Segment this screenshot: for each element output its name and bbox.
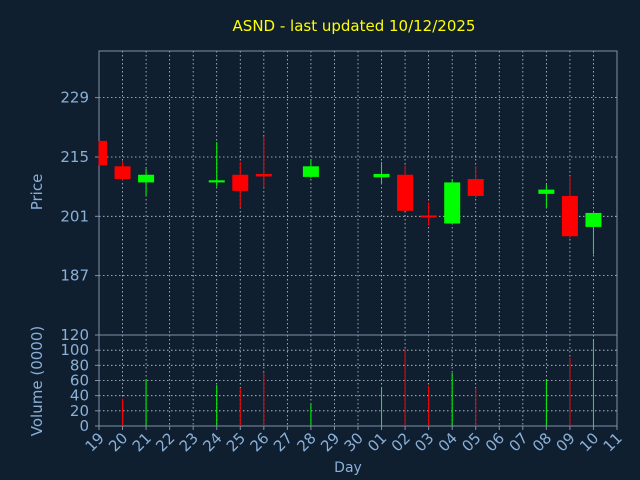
candle-body: [232, 174, 249, 191]
day-tick-label: 27: [270, 429, 296, 455]
chart-title: ASND - last updated 10/12/2025: [233, 17, 476, 35]
volume-tick-label: 60: [70, 372, 89, 390]
day-tick-label: 30: [341, 429, 367, 455]
day-tick-label: 28: [294, 429, 320, 455]
candle-body: [255, 173, 272, 177]
day-tick-label: 09: [553, 429, 579, 455]
volume-axis-label: Volume (0000): [28, 326, 46, 436]
day-tick-label: 22: [152, 429, 178, 455]
candle-body: [373, 173, 390, 178]
candle-body: [420, 215, 437, 218]
candle-body: [538, 189, 555, 194]
day-tick-label: 06: [482, 429, 508, 455]
day-tick-label: 11: [600, 429, 626, 455]
price-tick-label: 229: [60, 89, 89, 107]
volume-tick-label: 20: [70, 402, 89, 420]
day-tick-label: 05: [458, 429, 484, 455]
day-axis-label: Day: [334, 460, 362, 476]
candle-body: [585, 212, 602, 227]
candle-body: [302, 166, 319, 177]
volume-tick-label: 120: [60, 326, 89, 344]
day-tick-label: 04: [435, 429, 461, 455]
volume-tick-label: 0: [79, 417, 89, 435]
day-tick-label: 07: [505, 429, 531, 455]
candle-body: [208, 180, 225, 183]
candle-body: [561, 195, 578, 237]
day-tick-label: 03: [411, 429, 437, 455]
day-tick-label: 25: [223, 429, 249, 455]
price-tick-label: 215: [60, 148, 89, 166]
price-tick-label: 201: [60, 207, 89, 225]
marks-layer: [98, 136, 602, 426]
labels-layer: 1872012152290204060801001201920212223242…: [60, 89, 625, 456]
grid-layer: [95, 50, 618, 430]
day-tick-label: 29: [317, 429, 343, 455]
volume-tick-label: 80: [70, 356, 89, 374]
volume-tick-label: 100: [60, 341, 89, 359]
day-tick-label: 02: [388, 429, 414, 455]
price-tick-label: 187: [60, 267, 89, 285]
candle-body: [467, 179, 484, 196]
day-tick-label: 24: [199, 429, 225, 455]
price-axis-label: Price: [28, 174, 46, 211]
candle-body: [114, 166, 131, 180]
candle-body: [444, 182, 461, 224]
volume-tick-label: 40: [70, 387, 89, 405]
day-tick-label: 01: [364, 429, 390, 455]
day-tick-label: 20: [105, 429, 131, 455]
day-tick-label: 10: [576, 429, 602, 455]
candle-body: [138, 174, 155, 183]
day-tick-label: 08: [529, 429, 555, 455]
day-tick-label: 21: [129, 429, 155, 455]
candle-body: [397, 174, 414, 211]
candle-body: [99, 140, 107, 166]
day-tick-label: 23: [176, 429, 202, 455]
day-tick-label: 26: [246, 429, 272, 455]
